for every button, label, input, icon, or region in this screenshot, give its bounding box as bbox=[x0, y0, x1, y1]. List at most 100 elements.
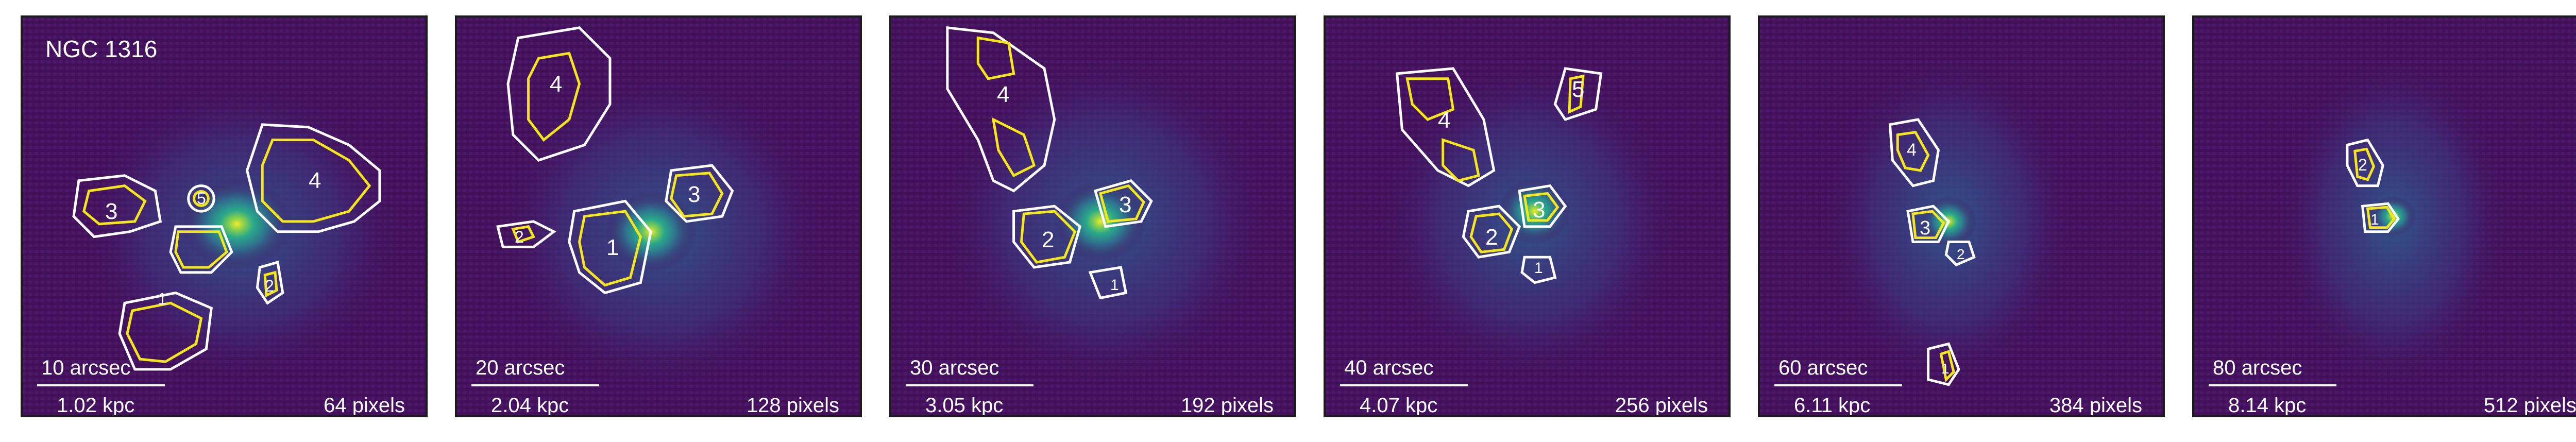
region-label: 3 bbox=[1920, 217, 1931, 239]
region-label: 4 bbox=[997, 82, 1010, 107]
region-4-outer-contour bbox=[245, 123, 381, 233]
region-4-inner-contour bbox=[261, 139, 371, 223]
angular-scale-label: 80 arcsec bbox=[2213, 356, 2302, 379]
region-label: 1 bbox=[1110, 277, 1119, 294]
region-label: 4 bbox=[1907, 140, 1917, 160]
scale-bar bbox=[471, 384, 599, 386]
physical-scale-label: 8.14 kpc bbox=[2228, 394, 2307, 417]
physical-scale-label: 6.11 kpc bbox=[1794, 394, 1871, 417]
region-1-outer-contour bbox=[1927, 342, 1960, 386]
region-label: 2 bbox=[2358, 156, 2367, 174]
region-4-outer-contour bbox=[946, 26, 1056, 193]
region-2-inner-contour bbox=[263, 270, 278, 298]
scale-bar bbox=[1340, 384, 1468, 386]
scale-bar bbox=[37, 384, 165, 386]
region-1-outer-contour bbox=[568, 199, 652, 295]
region-label: 5 bbox=[1572, 77, 1585, 102]
region-2-outer-contour bbox=[2346, 138, 2384, 188]
region-label: 1 bbox=[606, 235, 619, 260]
region-3-outer-contour bbox=[1518, 184, 1567, 228]
region-label: 1 bbox=[158, 290, 167, 308]
image-size-label: 512 pixels bbox=[2483, 394, 2576, 417]
region-3-outer-contour bbox=[1093, 179, 1153, 228]
region-4-inner-contour bbox=[1896, 131, 1930, 172]
region-label: 5 bbox=[197, 189, 206, 208]
region-lower-outer-contour bbox=[118, 291, 213, 371]
region-1-outer-contour bbox=[1088, 266, 1128, 300]
region-2-outer-contour bbox=[256, 260, 284, 305]
panel-192px: 4 3 2 1 30 arcsec 3.05 kpc 192 pixels bbox=[889, 15, 1296, 417]
angular-scale-label: 60 arcsec bbox=[1778, 356, 1868, 379]
region-3-outer-contour bbox=[1906, 205, 1951, 243]
region-3-outer-contour bbox=[72, 174, 162, 239]
panel-64px: NGC 1316 4 3 5 1 2 10 arcsec 1.02 kpc 64… bbox=[21, 15, 428, 417]
region-label: 2 bbox=[265, 277, 274, 295]
xray-image bbox=[891, 18, 1294, 415]
panel-512px: 2 1 80 arcsec 8.14 kpc 512 pixels bbox=[2192, 15, 2576, 417]
image-size-label: 192 pixels bbox=[1180, 394, 1274, 417]
region-lower-inner-contour bbox=[126, 301, 203, 363]
region-label: 4 bbox=[1438, 108, 1451, 133]
physical-scale-label: 2.04 kpc bbox=[491, 394, 569, 417]
angular-scale-label: 40 arcsec bbox=[1344, 356, 1434, 379]
panel-256px: 5 4 3 2 1 40 arcsec 4.07 kpc 256 pixels bbox=[1324, 15, 1731, 417]
region-label: 3 bbox=[688, 182, 701, 207]
panel-384px: 4 3 2 1 60 arcsec 6.11 kpc 384 pixels bbox=[1758, 15, 2165, 417]
physical-scale-label: 1.02 kpc bbox=[57, 394, 135, 417]
region-1-inner-contour bbox=[1939, 350, 1955, 382]
region-2-outer-contour bbox=[1462, 205, 1521, 259]
region-3-outer-contour bbox=[665, 164, 734, 223]
region-label: 1 bbox=[1534, 260, 1543, 277]
region-4-outer-contour bbox=[506, 26, 612, 162]
region-1-outer-contour bbox=[169, 225, 233, 274]
panel-128px: 4 3 2 1 20 arcsec 2.04 kpc 128 pixels bbox=[455, 15, 862, 417]
region-1-inner-contour bbox=[578, 210, 642, 287]
xray-image bbox=[1760, 18, 2163, 415]
region-5-outer-contour bbox=[1553, 67, 1603, 121]
angular-scale-label: 20 arcsec bbox=[476, 356, 565, 379]
galaxy-name: NGC 1316 bbox=[45, 36, 158, 62]
region-label: 3 bbox=[1533, 197, 1546, 223]
region-4-inner-contour bbox=[1405, 77, 1455, 121]
xray-image bbox=[2194, 18, 2576, 415]
region-3-inner-contour bbox=[82, 184, 147, 226]
image-size-label: 128 pixels bbox=[746, 394, 839, 417]
physical-scale-label: 3.05 kpc bbox=[925, 394, 1004, 417]
region-3-inner-contour bbox=[1098, 184, 1145, 223]
region-3-inner-contour bbox=[670, 172, 724, 218]
region-label: 3 bbox=[105, 199, 118, 224]
region-2-inner-contour bbox=[1469, 212, 1514, 253]
region-label: 2 bbox=[1957, 246, 1965, 262]
region-1-inner-contour bbox=[174, 230, 228, 269]
region-5-inner-contour bbox=[1568, 74, 1585, 114]
xray-image bbox=[23, 18, 426, 415]
region-4-outer-contour bbox=[1395, 67, 1496, 188]
region-5-inner-contour bbox=[193, 190, 210, 207]
region-2-outer-contour bbox=[1012, 205, 1082, 269]
region-2-inner-contour bbox=[2353, 147, 2376, 181]
region-label: 2 bbox=[1042, 227, 1055, 252]
region-4b-inner-contour bbox=[991, 117, 1036, 178]
xray-image bbox=[1326, 18, 1728, 415]
region-4-inner-contour bbox=[976, 36, 1015, 80]
region-5-outer-contour bbox=[187, 184, 215, 213]
region-label: 2 bbox=[1485, 225, 1498, 250]
scale-bar bbox=[906, 384, 1033, 386]
region-label: 4 bbox=[550, 72, 563, 97]
image-size-label: 64 pixels bbox=[324, 394, 405, 417]
region-label: 2 bbox=[515, 228, 524, 246]
scale-bar bbox=[1774, 384, 1902, 386]
region-label: 1 bbox=[2370, 211, 2379, 228]
angular-scale-label: 10 arcsec bbox=[41, 356, 131, 379]
region-label: 1 bbox=[1941, 361, 1950, 377]
physical-scale-label: 4.07 kpc bbox=[1360, 394, 1438, 417]
region-1-inner-contour bbox=[2366, 206, 2396, 229]
region-4-inner-contour bbox=[527, 52, 581, 142]
region-2-outer-contour bbox=[496, 220, 556, 248]
image-size-label: 384 pixels bbox=[2049, 394, 2142, 417]
image-size-label: 256 pixels bbox=[1615, 394, 1708, 417]
angular-scale-label: 30 arcsec bbox=[910, 356, 999, 379]
region-label: 3 bbox=[1119, 192, 1132, 217]
xray-image bbox=[457, 18, 860, 415]
region-1-outer-contour bbox=[2361, 202, 2400, 233]
